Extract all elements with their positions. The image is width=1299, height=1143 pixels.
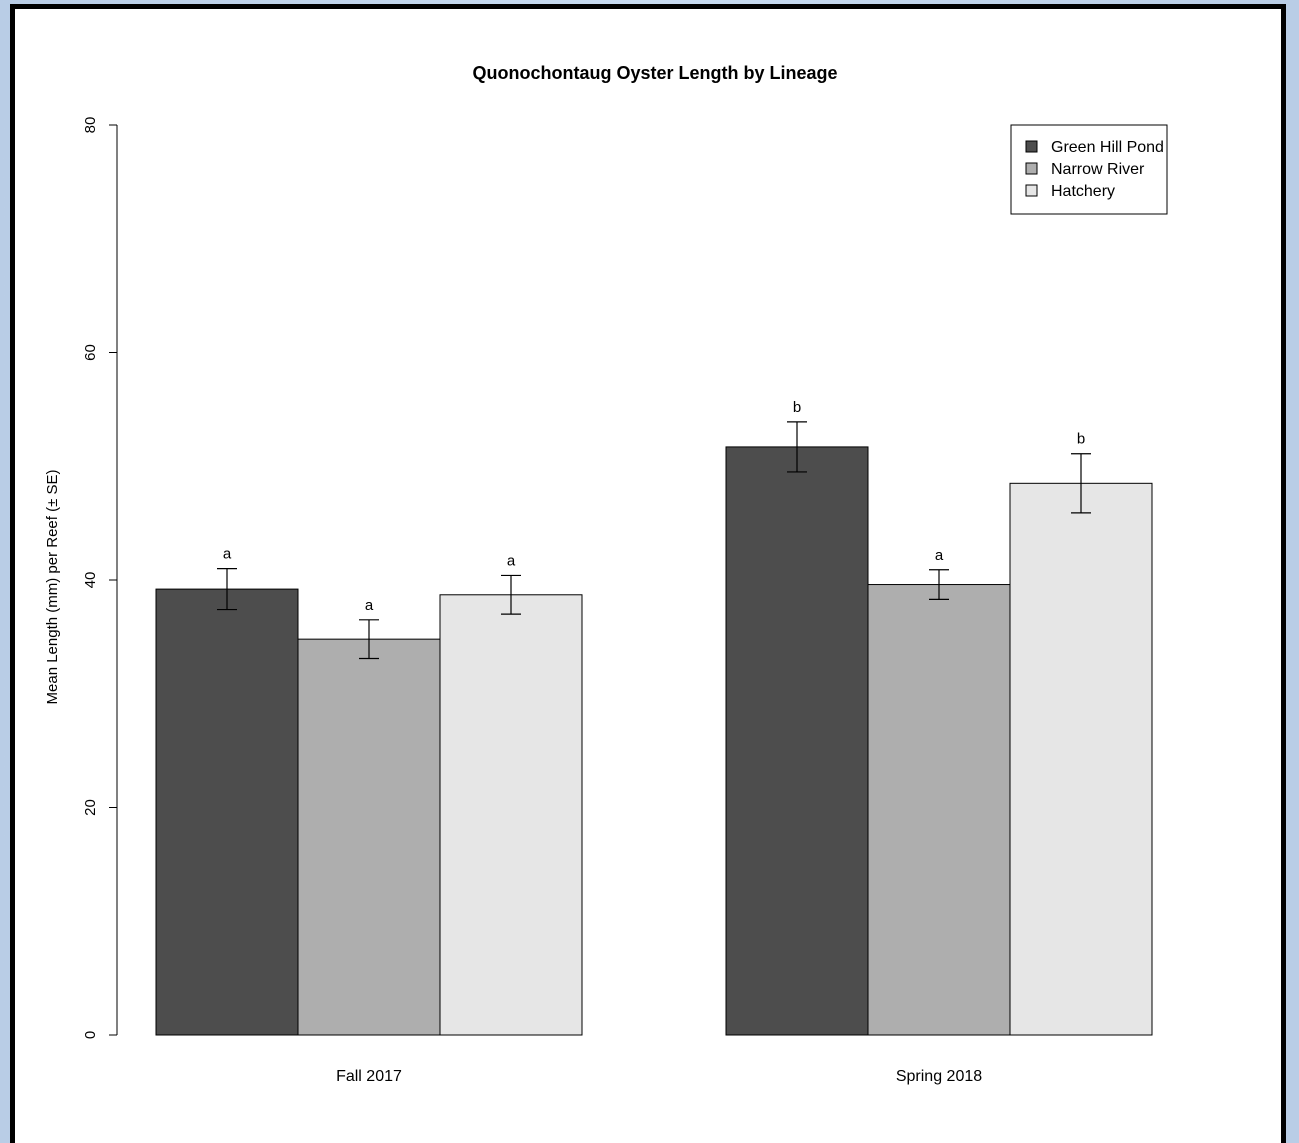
bar-chart: Quonochontaug Oyster Length by Lineage M… bbox=[44, 63, 1168, 1085]
chart-title: Quonochontaug Oyster Length by Lineage bbox=[472, 63, 837, 83]
significance-letter: a bbox=[935, 547, 944, 564]
legend-label: Narrow River bbox=[1051, 161, 1145, 178]
bar bbox=[725, 446, 869, 1036]
x-axis-labels: Fall 2017 Spring 2018 bbox=[336, 1068, 982, 1085]
y-tick-label: 20 bbox=[82, 799, 99, 816]
significance-letter: a bbox=[365, 597, 374, 614]
y-axis: 0 20 40 60 80 bbox=[82, 117, 118, 1039]
bar bbox=[867, 584, 1011, 1036]
significance-letters: a a a b a b bbox=[223, 399, 1085, 614]
significance-letter: a bbox=[223, 546, 232, 563]
bar bbox=[439, 594, 583, 1036]
legend-label: Hatchery bbox=[1051, 183, 1115, 200]
legend-swatch bbox=[1025, 162, 1038, 175]
significance-letter: b bbox=[793, 399, 801, 416]
legend: Green Hill Pond Narrow River Hatchery bbox=[1010, 124, 1168, 215]
y-tick-label: 80 bbox=[82, 117, 99, 134]
significance-letter: b bbox=[1077, 431, 1085, 448]
bars bbox=[155, 446, 1153, 1036]
y-axis-label: Mean Length (mm) per Reef (± SE) bbox=[44, 470, 61, 705]
x-category-label: Spring 2018 bbox=[896, 1068, 982, 1085]
y-tick-label: 60 bbox=[82, 344, 99, 361]
error-bars bbox=[217, 421, 1091, 660]
bar bbox=[297, 638, 441, 1036]
significance-letter: a bbox=[507, 552, 516, 569]
y-tick-label: 0 bbox=[82, 1031, 99, 1039]
y-tick-label: 40 bbox=[82, 572, 99, 589]
x-category-label: Fall 2017 bbox=[336, 1068, 402, 1085]
legend-swatch bbox=[1025, 184, 1038, 197]
bar bbox=[1009, 482, 1153, 1036]
legend-label: Green Hill Pond bbox=[1051, 139, 1164, 156]
legend-swatch bbox=[1025, 140, 1038, 153]
bar bbox=[155, 588, 299, 1036]
chart-frame: Quonochontaug Oyster Length by Lineage M… bbox=[10, 4, 1286, 1143]
